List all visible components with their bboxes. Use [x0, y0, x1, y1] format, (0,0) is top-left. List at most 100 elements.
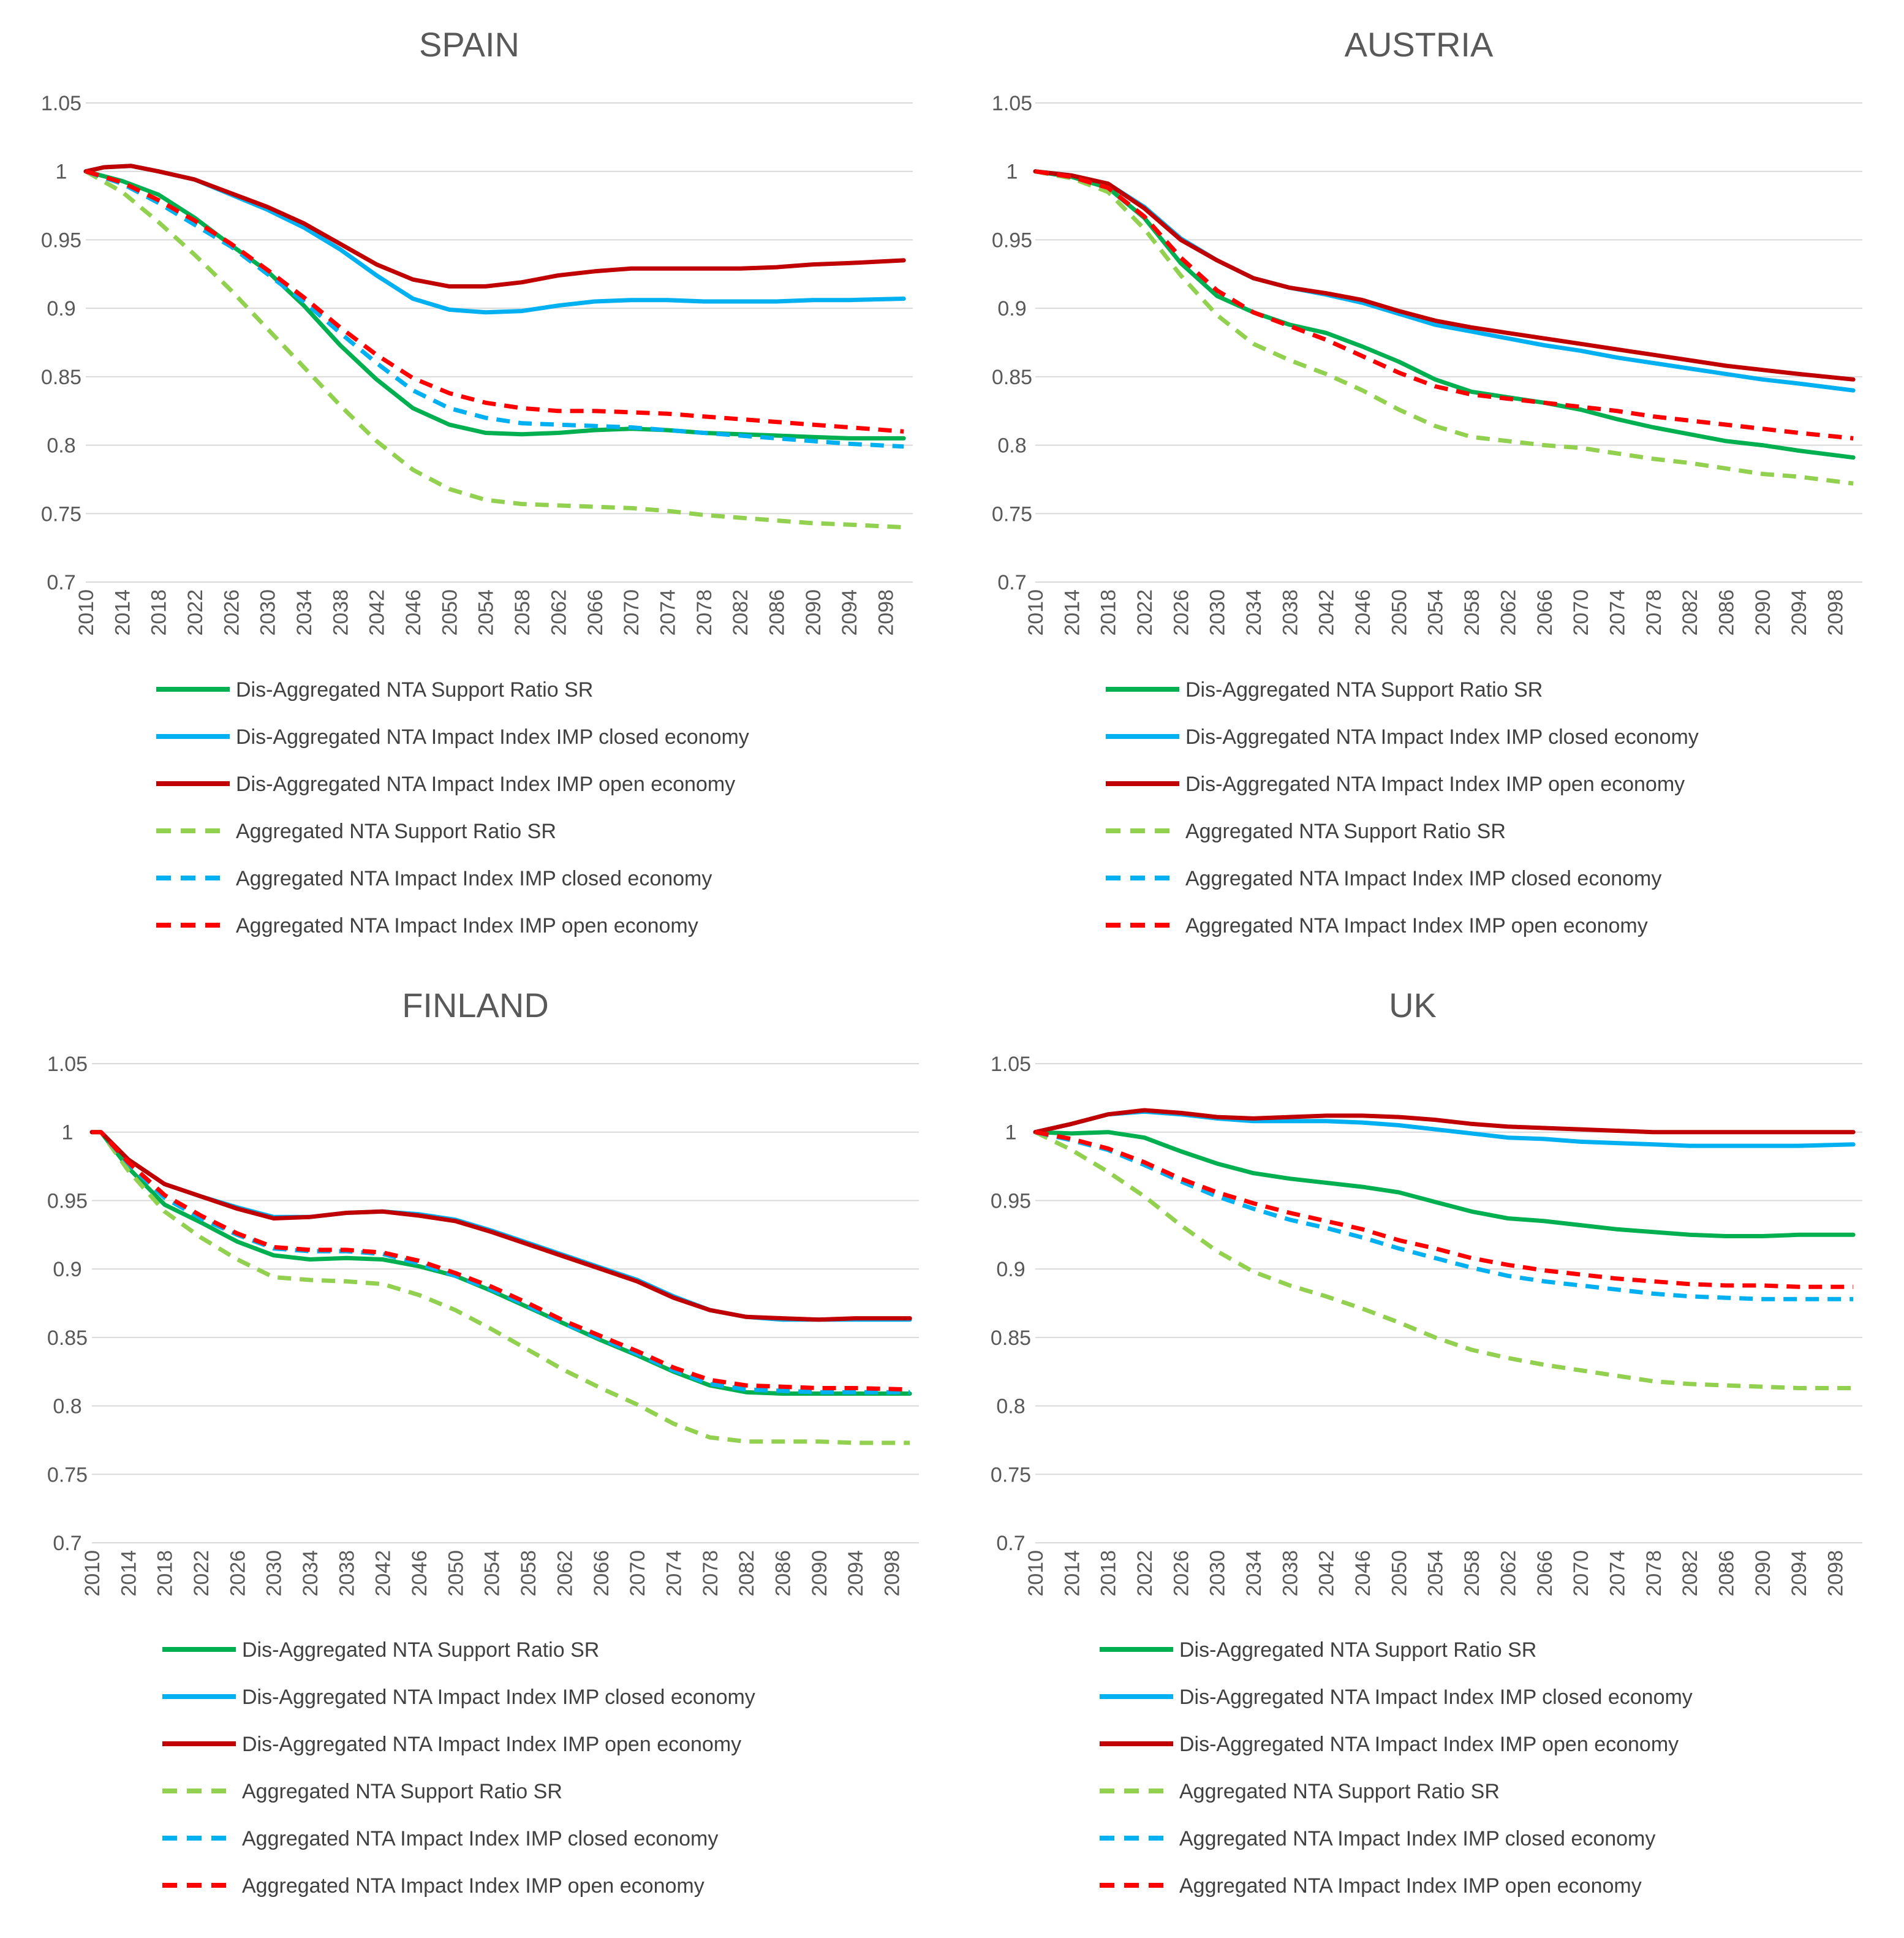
panel-title: FINLAND — [402, 986, 549, 1024]
x-tick-label: 2010 — [1024, 589, 1048, 636]
y-tick-label: 0.9 — [997, 297, 1026, 320]
series-lines — [86, 166, 904, 528]
x-tick-label: 2070 — [620, 589, 643, 636]
x-axis-ticks: 2010 2014 2018 2022 2026 2030 2034 2038 2042 2046… — [1024, 1550, 1847, 1597]
legend: Dis-Aggregated NTA Support Ratio SR Dis-A… — [1106, 678, 1699, 937]
y-tick-label: 0.75 — [41, 502, 81, 526]
y-tick-label: 1.05 — [41, 92, 81, 115]
x-tick-label: 2034 — [293, 589, 316, 636]
gridlines — [92, 1064, 919, 1543]
y-tick-label: 1 — [1007, 161, 1018, 184]
x-tick-label: 2090 — [1751, 589, 1775, 636]
x-tick-label: 2066 — [590, 1550, 613, 1597]
legend-label: Dis-Aggregated NTA Impact Index IMP open… — [1179, 1733, 1679, 1756]
y-tick-label: 0.95 — [41, 229, 81, 252]
y-tick-label: 1 — [56, 161, 67, 184]
y-tick-label: 0.95 — [991, 1189, 1031, 1213]
gridlines — [1035, 103, 1862, 582]
x-tick-label: 2098 — [874, 589, 897, 636]
legend-label: Aggregated NTA Impact Index IMP open eco… — [1185, 914, 1648, 937]
x-tick-label: 2046 — [408, 1550, 431, 1597]
x-tick-label: 2026 — [226, 1550, 249, 1597]
y-axis-ticks: 0.7 0.75 0.8 0.85 0.9 0.95 1 1.05 — [47, 1053, 88, 1555]
x-tick-label: 2026 — [220, 589, 243, 636]
y-tick-label: 0.7 — [996, 1532, 1025, 1555]
legend-label: Aggregated NTA Support Ratio SR — [1185, 820, 1506, 843]
x-tick-label: 2086 — [1715, 589, 1738, 636]
x-tick-label: 2078 — [1642, 589, 1666, 636]
x-axis-ticks: 2010 2014 2018 2022 2026 2030 2034 2038 2042 2046… — [75, 589, 897, 636]
x-tick-label: 2094 — [844, 1550, 867, 1597]
x-tick-label: 2030 — [1206, 589, 1230, 636]
legend-label: Aggregated NTA Impact Index IMP open eco… — [236, 914, 698, 937]
x-tick-label: 2062 — [553, 1550, 576, 1597]
x-tick-label: 2022 — [190, 1550, 213, 1597]
legend-label: Dis-Aggregated NTA Support Ratio SR — [236, 678, 593, 702]
series-line — [1035, 172, 1853, 439]
x-tick-label: 2090 — [802, 589, 825, 636]
series-line — [1035, 172, 1853, 439]
legend-label: Dis-Aggregated NTA Impact Index IMP clos… — [242, 1686, 755, 1709]
y-tick-label: 0.95 — [992, 229, 1032, 252]
x-tick-label: 2090 — [808, 1550, 831, 1597]
x-tick-label: 2054 — [1424, 589, 1448, 636]
legend-label: Dis-Aggregated NTA Impact Index IMP clos… — [1185, 725, 1699, 749]
legend-label: Aggregated NTA Support Ratio SR — [236, 820, 556, 843]
panel-uk: UK 0.70.750.80.850.90.9511.05 2010 2014 20… — [991, 986, 1862, 1898]
series-line — [1035, 1132, 1853, 1300]
x-tick-label: 2022 — [1133, 589, 1157, 636]
series-line — [92, 1132, 910, 1443]
y-tick-label: 0.7 — [53, 1532, 81, 1555]
y-tick-label: 1 — [1005, 1121, 1017, 1145]
x-tick-label: 2070 — [626, 1550, 649, 1597]
y-tick-label: 0.75 — [47, 1463, 88, 1486]
y-axis-ticks: 0.7 0.75 0.8 0.85 0.9 0.95 1 1.05 — [992, 92, 1032, 594]
x-tick-label: 2038 — [329, 589, 352, 636]
x-tick-label: 2042 — [1315, 1550, 1339, 1597]
x-tick-label: 2082 — [729, 589, 752, 636]
y-tick-label: 0.85 — [41, 366, 81, 389]
x-tick-label: 2082 — [1679, 589, 1702, 636]
x-tick-label: 2026 — [1169, 589, 1193, 636]
y-tick-label: 0.75 — [992, 502, 1032, 526]
x-tick-label: 2034 — [299, 1550, 322, 1597]
legend-label: Aggregated NTA Support Ratio SR — [1179, 1780, 1500, 1803]
legend-label: Dis-Aggregated NTA Impact Index IMP open… — [236, 773, 735, 796]
gridlines — [86, 103, 913, 582]
x-tick-label: 2098 — [1824, 1550, 1847, 1597]
legend: Dis-Aggregated NTA Support Ratio SR Dis-A… — [1100, 1638, 1693, 1898]
legend-label: Dis-Aggregated NTA Support Ratio SR — [242, 1638, 599, 1662]
y-tick-label: 0.8 — [997, 434, 1026, 458]
x-tick-label: 2086 — [1715, 1550, 1738, 1597]
x-tick-label: 2062 — [547, 589, 570, 636]
legend: Dis-Aggregated NTA Support Ratio SR Dis-A… — [156, 678, 749, 937]
y-tick-label: 0.95 — [47, 1189, 88, 1213]
y-tick-label: 0.9 — [47, 297, 75, 320]
x-tick-label: 2070 — [1570, 1550, 1593, 1597]
x-tick-label: 2034 — [1242, 1550, 1266, 1597]
x-tick-label: 2098 — [1824, 589, 1847, 636]
x-tick-label: 2014 — [1060, 1550, 1084, 1597]
y-tick-label: 0.7 — [47, 571, 75, 594]
legend-label: Aggregated NTA Impact Index IMP closed e… — [1185, 867, 1661, 890]
series-line — [86, 166, 904, 312]
x-tick-label: 2074 — [1606, 1550, 1629, 1597]
x-tick-label: 2074 — [656, 589, 679, 636]
legend-label: Dis-Aggregated NTA Support Ratio SR — [1185, 678, 1543, 702]
x-tick-label: 2082 — [735, 1550, 758, 1597]
legend-label: Aggregated NTA Impact Index IMP open eco… — [242, 1874, 705, 1898]
y-tick-label: 0.75 — [991, 1463, 1031, 1486]
x-tick-label: 2078 — [1642, 1550, 1666, 1597]
y-tick-label: 1.05 — [47, 1053, 88, 1076]
legend-label: Dis-Aggregated NTA Impact Index IMP clos… — [1179, 1686, 1693, 1709]
x-tick-label: 2090 — [1751, 1550, 1775, 1597]
x-tick-label: 2018 — [1097, 589, 1120, 636]
series-line — [92, 1132, 910, 1390]
series-lines — [1035, 1110, 1853, 1388]
x-tick-label: 2018 — [1097, 1550, 1120, 1597]
x-tick-label: 2058 — [1460, 1550, 1484, 1597]
y-tick-label: 0.7 — [997, 571, 1026, 594]
